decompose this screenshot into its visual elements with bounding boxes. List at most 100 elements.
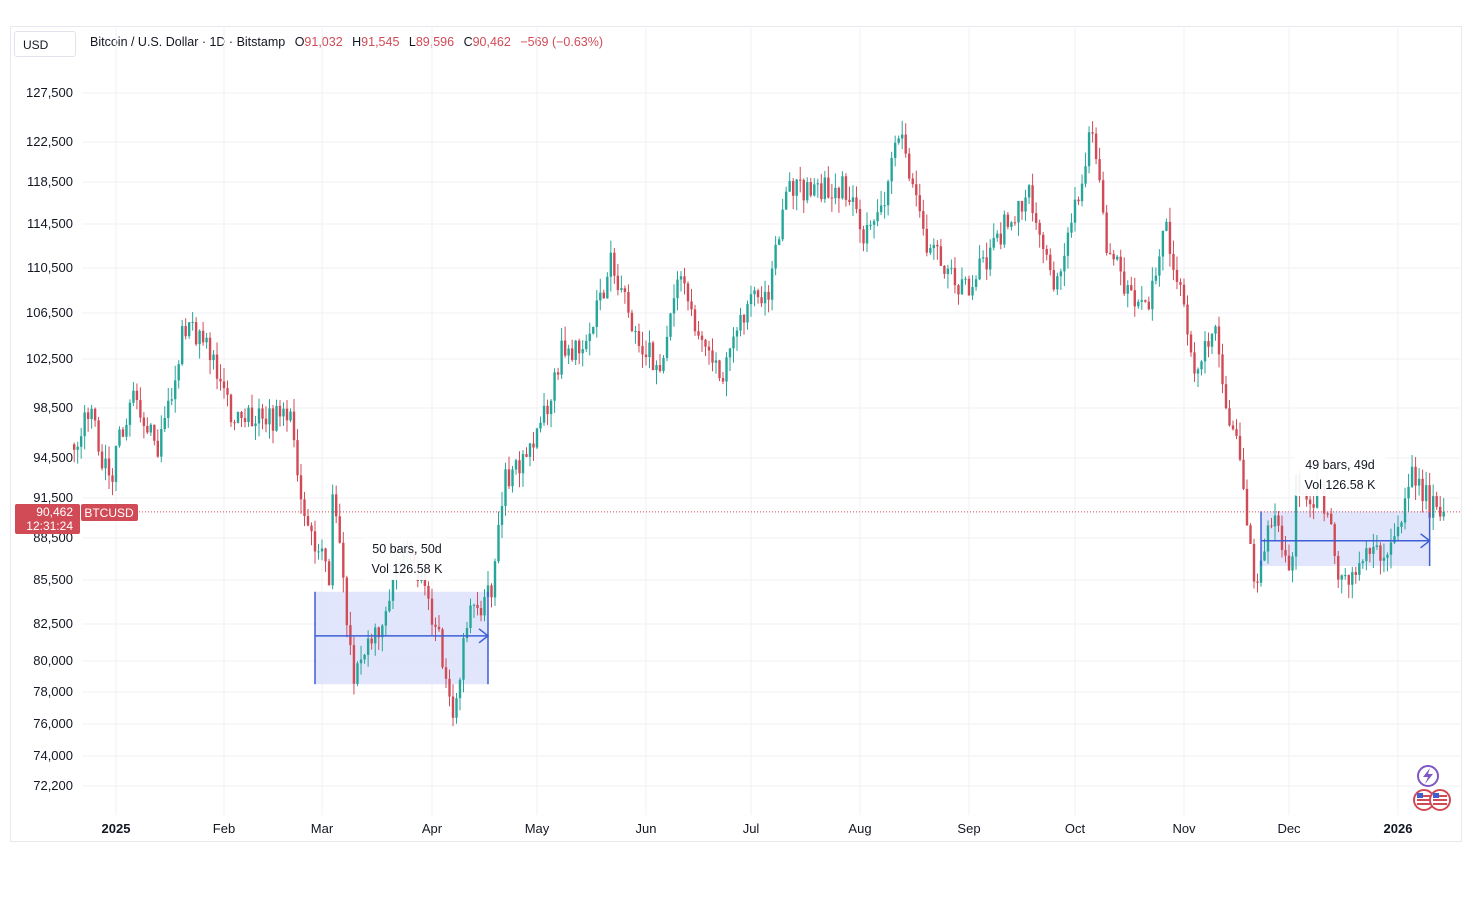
lightning-badge-icon[interactable]	[1417, 765, 1439, 787]
candle	[342, 532, 345, 593]
candle	[616, 263, 620, 296]
candle	[1013, 216, 1017, 226]
candle	[187, 322, 191, 339]
candle	[118, 426, 121, 448]
measure-label-1[interactable]: 50 bars, 50d Vol 126.58 K	[362, 538, 452, 580]
candle	[135, 383, 139, 410]
candle	[219, 364, 222, 391]
candle	[1263, 538, 1266, 562]
candle	[964, 276, 967, 285]
legend-close-value: 90,462	[472, 35, 511, 49]
candle	[560, 327, 563, 379]
us-flag-icon[interactable]	[1413, 789, 1451, 811]
candle	[1066, 227, 1070, 269]
price-tick-label: 118,500	[27, 174, 73, 189]
candle	[191, 311, 194, 331]
candle	[704, 338, 707, 357]
candle	[1151, 267, 1154, 321]
candle	[1165, 218, 1168, 232]
candle	[869, 220, 872, 230]
candle	[989, 239, 992, 277]
candle	[1252, 538, 1256, 589]
candle	[1400, 520, 1403, 534]
candle	[950, 259, 953, 275]
candle	[1308, 492, 1312, 518]
candle	[900, 120, 904, 150]
candle	[104, 444, 107, 481]
candle	[278, 400, 282, 427]
candle	[1438, 495, 1442, 521]
candle	[1273, 503, 1277, 541]
time-axis: 2025 Feb Mar Apr May Jun Jul Aug Sep Oct Nov Dec 202…	[102, 821, 1413, 836]
candle	[504, 462, 507, 516]
candle	[194, 317, 198, 347]
candle	[1119, 249, 1122, 286]
candle	[1214, 324, 1217, 341]
candle	[1358, 551, 1361, 581]
candle	[996, 230, 999, 242]
candle	[1431, 484, 1435, 530]
candle	[1396, 515, 1400, 541]
current-price-badge: 90,462 12:31:24 BTCUSD	[15, 504, 138, 534]
time-tick-label: 2025	[102, 821, 131, 836]
candle	[1242, 447, 1245, 491]
candle	[1379, 542, 1382, 575]
legend-close-label: C	[463, 35, 473, 49]
candle	[613, 247, 616, 284]
candle	[967, 275, 971, 296]
measure-label-2[interactable]: 49 bars, 49d Vol 126.58 K	[1294, 454, 1386, 496]
candle	[851, 185, 855, 216]
candle	[111, 468, 114, 496]
candle	[756, 288, 760, 304]
candle	[1140, 286, 1144, 310]
candle	[271, 404, 275, 444]
legend-symbol[interactable]: Bitcoin / U.S. Dollar · 1D · Bitstamp	[90, 35, 286, 49]
candle	[588, 322, 591, 356]
candle	[243, 408, 247, 428]
measure-1-bars: 50 bars, 50d	[372, 542, 442, 556]
candle	[434, 617, 437, 642]
candle	[156, 429, 160, 458]
candle	[570, 339, 574, 362]
candle	[802, 178, 805, 214]
candle	[711, 338, 714, 372]
candle	[250, 394, 254, 427]
candle	[497, 511, 500, 564]
candle	[528, 442, 532, 467]
candle	[313, 520, 317, 564]
candle	[1105, 204, 1108, 256]
candle	[623, 285, 627, 304]
candle	[893, 135, 897, 167]
candle	[327, 558, 331, 586]
candle	[338, 503, 341, 544]
candle	[226, 380, 229, 407]
candle	[1175, 256, 1179, 290]
price-tick-label: 102,500	[26, 351, 73, 366]
candle	[1228, 399, 1231, 427]
candle	[1101, 171, 1105, 215]
measure-range-box[interactable]	[315, 591, 488, 685]
candle	[943, 265, 946, 279]
candle	[549, 398, 553, 428]
candle	[1200, 360, 1203, 376]
candle	[634, 325, 637, 344]
candle	[858, 199, 862, 243]
candle	[770, 260, 774, 311]
candle	[592, 326, 595, 335]
candle	[1270, 517, 1273, 529]
price-badge-value: 90,462	[36, 505, 73, 519]
candle	[556, 367, 560, 381]
candle	[514, 458, 518, 475]
candle	[981, 250, 985, 263]
candle	[289, 408, 292, 423]
legend-high-value: 91,545	[361, 35, 400, 49]
candle	[1098, 147, 1101, 183]
currency-selector-button[interactable]: USD	[14, 31, 76, 57]
candle	[890, 151, 893, 194]
candle	[236, 411, 240, 424]
candle	[476, 592, 479, 616]
candle	[627, 284, 630, 318]
candle	[791, 178, 795, 210]
candle	[296, 429, 299, 482]
